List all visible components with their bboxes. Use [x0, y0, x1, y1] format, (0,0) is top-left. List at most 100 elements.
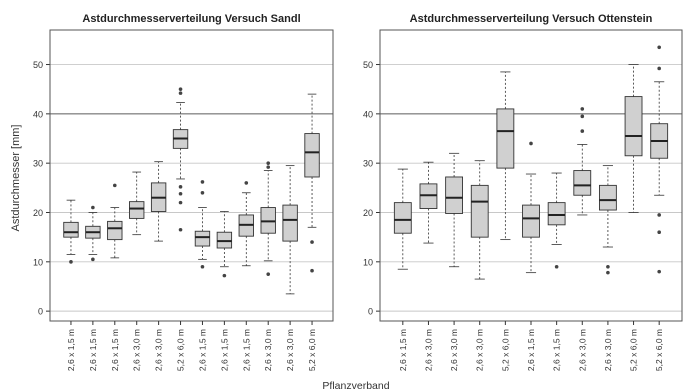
x-tick-label: 2,6 x 1,5 m — [398, 329, 408, 371]
x-tick-label: 5,2 x 6,0 m — [629, 329, 639, 371]
outlier-point — [554, 264, 559, 269]
box-3 — [445, 152, 464, 268]
outlier-point — [178, 227, 183, 232]
box-9 — [238, 181, 254, 267]
plot-frame — [49, 29, 334, 322]
outlier-point — [200, 190, 205, 195]
box-iqr — [496, 108, 515, 169]
x-tick-label: 2,6 x 1,5 m — [219, 329, 229, 371]
box-7 — [547, 172, 566, 269]
y-tick-label: 30 — [33, 159, 43, 169]
outlier-point — [69, 260, 73, 264]
outlier-point — [200, 264, 205, 269]
x-tick-label: 2,6 x 1,5 m — [526, 329, 536, 371]
x-tick-label: 2,6 x 1,5 m — [110, 329, 120, 371]
outlier-point — [580, 114, 585, 119]
outlier-point — [200, 180, 205, 184]
x-tick-label: 2,6 x 1,5 m — [197, 329, 207, 371]
box-iqr — [393, 202, 412, 234]
outlier-point — [657, 230, 661, 235]
outlier-point — [657, 269, 661, 274]
outlier-point — [178, 87, 183, 91]
box-4 — [129, 171, 145, 236]
chart-title: Astdurchmesserverteilung Versuch Ottenst… — [410, 13, 653, 25]
box-12 — [304, 93, 320, 273]
x-tick-label: 2,6 x 3,0 m — [603, 329, 613, 371]
box-11 — [650, 45, 669, 274]
outlier-point — [310, 268, 314, 273]
y-tick-label: 0 — [368, 307, 373, 317]
box-9 — [598, 165, 617, 275]
outlier-point — [606, 270, 610, 275]
outlier-point — [178, 200, 183, 205]
outlier-point — [112, 183, 117, 188]
x-tick-label: 2,6 x 1,5 m — [552, 329, 562, 371]
x-tick-label: 2,6 x 3,0 m — [154, 329, 164, 371]
x-tick-label: 2,6 x 3,0 m — [449, 329, 459, 371]
box-4 — [470, 160, 489, 280]
outlier-point — [244, 181, 249, 185]
x-tick-label: 5,2 x 6,0 m — [176, 329, 186, 371]
box-5 — [150, 161, 167, 242]
box-1 — [393, 168, 412, 270]
box-iqr — [445, 176, 464, 214]
box-10 — [624, 64, 643, 213]
box-6 — [172, 87, 189, 232]
x-tick-label: 2,6 x 3,0 m — [132, 329, 142, 371]
box-iqr — [547, 202, 566, 226]
outlier-point — [606, 264, 610, 269]
outlier-point — [580, 129, 585, 133]
box-2 — [85, 205, 101, 262]
y-tick-label: 0 — [38, 307, 43, 317]
x-tick-label: 5,2 x 6,0 m — [654, 329, 664, 371]
box-iqr — [304, 133, 320, 178]
outlier-point — [529, 141, 533, 146]
box-1 — [63, 199, 79, 264]
box-iqr — [107, 220, 123, 241]
outlier-point — [222, 273, 227, 278]
chart-panel-sandl: Astdurchmesserverteilung Versuch Sandl 0 1… — [33, 13, 334, 371]
outlier-point — [266, 161, 271, 165]
x-tick-label: 2,6 x 1,5 m — [88, 329, 98, 371]
y-tick-label: 20 — [363, 208, 373, 218]
box-11 — [282, 165, 298, 295]
x-tick-label: 2,6 x 3,0 m — [423, 329, 433, 371]
x-tick-label: 2,6 x 1,5 m — [241, 329, 251, 371]
y-tick-label: 30 — [363, 159, 373, 169]
box-iqr — [522, 204, 540, 238]
box-8 — [573, 107, 592, 216]
y-tick-label: 10 — [363, 257, 373, 267]
outlier-point — [310, 240, 314, 244]
y-tick-label: 40 — [363, 109, 373, 119]
box-3 — [107, 183, 123, 259]
x-tick-label: 5,2 x 6,0 m — [307, 329, 317, 371]
x-tick-label: 2,6 x 3,0 m — [263, 329, 273, 371]
x-tick-label: 5,2 x 6,0 m — [500, 329, 510, 371]
box-iqr — [282, 204, 298, 242]
outlier-point — [657, 213, 661, 217]
outlier-point — [580, 107, 585, 111]
outlier-point — [266, 272, 271, 276]
box-iqr — [624, 96, 643, 157]
outlier-point — [178, 191, 183, 196]
box-7 — [194, 180, 211, 269]
outlier-point — [91, 257, 95, 262]
box-iqr — [194, 230, 211, 247]
y-tick-label: 10 — [33, 257, 43, 267]
box-6 — [522, 141, 540, 274]
y-tick-label: 40 — [33, 109, 43, 119]
x-tick-label: 2,6 x 3,0 m — [475, 329, 485, 371]
box-iqr — [598, 184, 617, 211]
y-axis-label: Astdurchmesser [mm] — [10, 125, 22, 232]
box-iqr — [129, 201, 145, 219]
outlier-point — [657, 66, 661, 71]
box-iqr — [470, 184, 489, 238]
chart-panel-ottenstein: Astdurchmesserverteilung Versuch Ottenst… — [363, 13, 683, 371]
x-tick-label: 2,6 x 3,0 m — [285, 329, 295, 371]
x-tick-label: 2,6 x 3,0 m — [577, 329, 587, 371]
box-5 — [496, 71, 515, 241]
box-8 — [216, 211, 233, 278]
box-iqr — [63, 221, 79, 238]
box-10 — [260, 161, 276, 276]
